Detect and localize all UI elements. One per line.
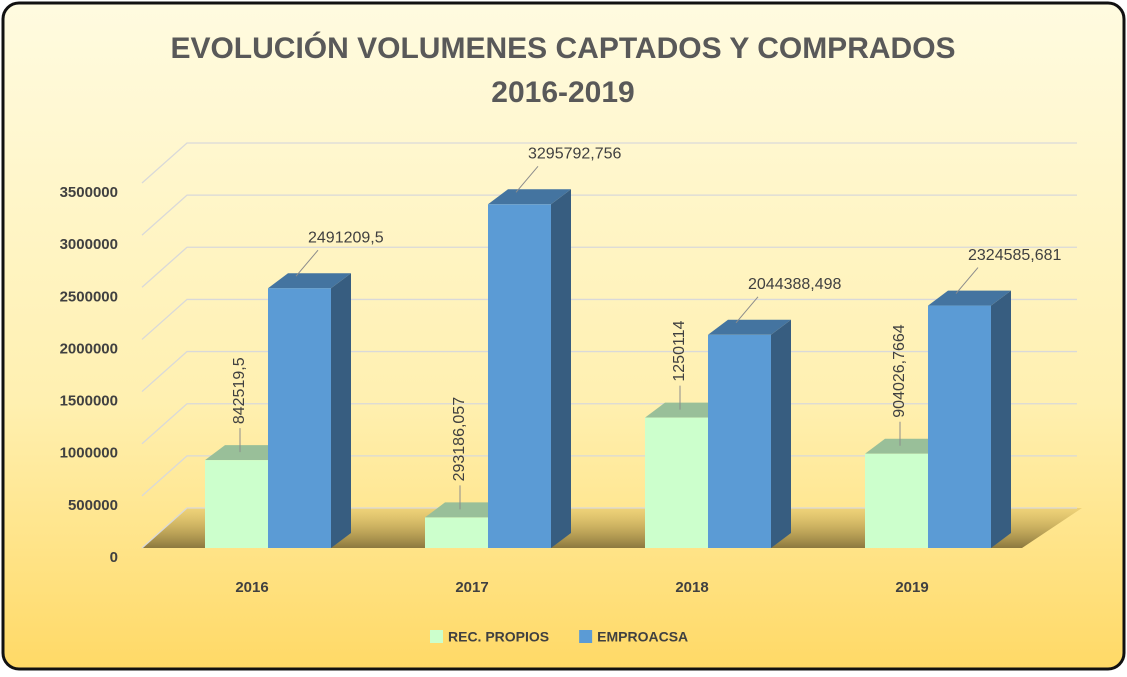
bar-top — [928, 290, 1011, 306]
y-tick-label: 3500000 — [60, 184, 118, 201]
y-tick-label: 1500000 — [60, 393, 118, 410]
value-label: 2491209,5 — [308, 229, 384, 246]
bar — [268, 273, 351, 548]
x-tick-label: 2018 — [675, 579, 708, 596]
chart-title: EVOLUCIÓN VOLUMENES CAPTADOS Y COMPRADOS — [170, 31, 955, 65]
legend-swatch — [430, 630, 443, 643]
chart-subtitle: 2016-2019 — [491, 76, 634, 109]
bar-front — [645, 417, 708, 548]
bar-side — [551, 189, 571, 548]
grid-line — [141, 246, 1077, 288]
value-label: 842519,5 — [231, 357, 248, 424]
bar-top — [708, 319, 791, 335]
bar-top — [488, 189, 571, 205]
bar-front — [865, 453, 928, 548]
bar-front — [708, 334, 771, 548]
bar-top — [268, 273, 351, 289]
y-tick-label: 3000000 — [60, 236, 118, 253]
value-label: 293186,057 — [451, 397, 468, 482]
leader-line — [955, 267, 979, 294]
bar-top — [205, 445, 288, 461]
y-tick-label: 2000000 — [60, 340, 118, 357]
legend-label: REC. PROPIOS — [448, 629, 549, 645]
bar-front — [268, 288, 331, 548]
value-label: 2044388,498 — [748, 276, 842, 293]
leader-line — [515, 165, 539, 193]
y-tick-label: 0 — [110, 549, 118, 566]
legend-label: EMPROACSA — [597, 629, 688, 645]
bar-top — [425, 502, 508, 518]
grid-line — [141, 142, 1077, 184]
bar-front — [205, 460, 268, 548]
floor — [142, 508, 1082, 548]
grid-line — [141, 194, 1077, 236]
bar-front — [488, 204, 551, 548]
bar-top — [645, 402, 728, 418]
bar-side — [771, 319, 791, 548]
x-tick-label: 2017 — [455, 579, 488, 596]
bar-front — [928, 305, 991, 548]
bar-front — [425, 517, 488, 548]
value-label: 904026,7664 — [891, 324, 908, 418]
bar-top — [865, 438, 948, 454]
y-tick-label: 1000000 — [60, 445, 118, 462]
leader-line — [735, 296, 759, 324]
bar — [708, 319, 791, 548]
leader-line — [295, 249, 319, 277]
value-label: 1250114 — [671, 320, 688, 381]
grid-line — [141, 298, 1077, 340]
bar-side — [331, 273, 351, 548]
bar — [928, 290, 1011, 548]
bar-side — [991, 290, 1011, 548]
y-tick-label: 500000 — [68, 497, 118, 514]
value-label: 2324585,681 — [968, 247, 1062, 264]
x-tick-label: 2016 — [235, 579, 268, 596]
x-tick-label: 2019 — [895, 579, 928, 596]
y-tick-label: 2500000 — [60, 288, 118, 305]
value-label: 3295792,756 — [528, 146, 622, 163]
legend-swatch — [579, 630, 593, 643]
bar — [488, 189, 571, 548]
